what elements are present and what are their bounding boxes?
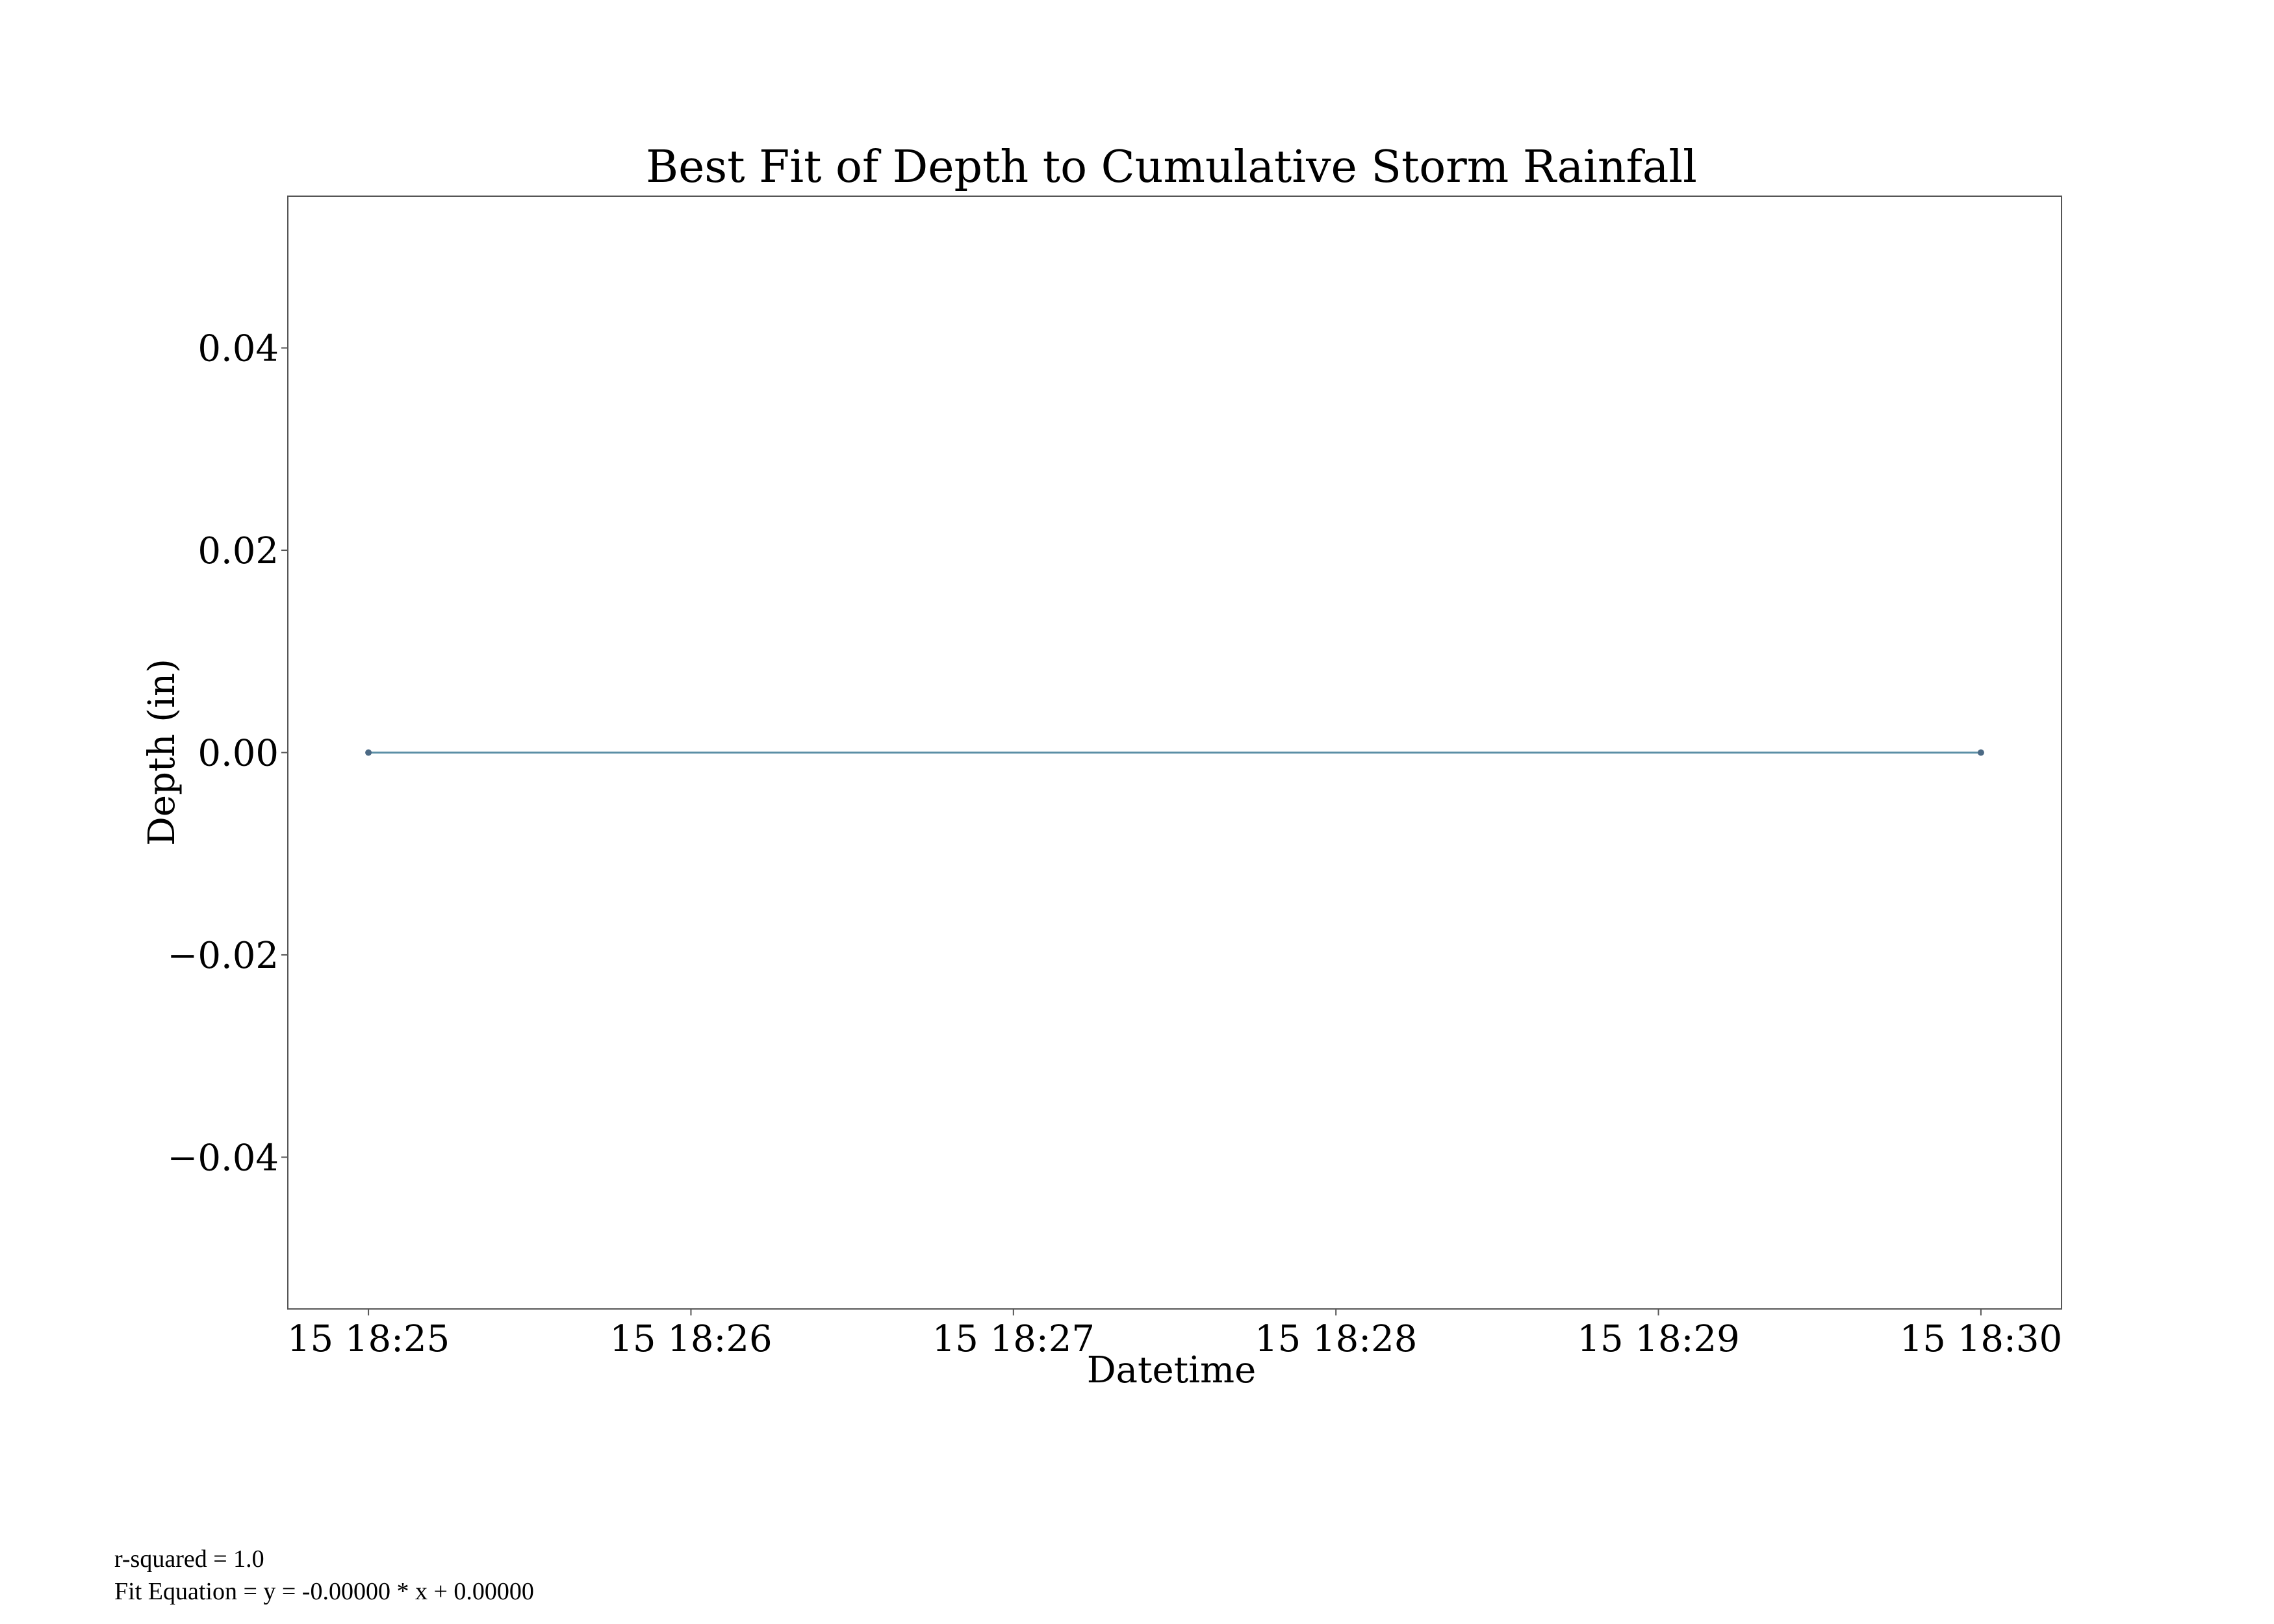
chart-title: Best Fit of Depth to Cumulative Storm Ra…	[646, 142, 1697, 193]
x-tick-label: 15 18:25	[287, 1318, 450, 1360]
x-axis-ticks: 15 18:25 15 18:26 15 18:27 15 18:28 15 18:29…	[287, 1309, 2062, 1360]
y-tick-label: −0.04	[167, 1137, 279, 1179]
y-tick-label: 0.02	[198, 530, 279, 572]
x-tick-label: 15 18:26	[609, 1318, 772, 1360]
fit-annotations: r-squared = 1.0 Fit Equation = y = -0.00…	[114, 1543, 534, 1608]
data-point	[1977, 749, 1984, 756]
y-tick-label: −0.02	[167, 935, 279, 977]
x-axis-label: Datetime	[1087, 1349, 1257, 1391]
y-tick-label: 0.00	[198, 733, 279, 775]
y-axis-label: Depth (in)	[141, 659, 183, 846]
fit-equation-text: Fit Equation = y = -0.00000 * x + 0.0000…	[114, 1578, 534, 1605]
r-squared-text: r-squared = 1.0	[114, 1545, 264, 1573]
x-tick-label: 15 18:30	[1900, 1318, 2062, 1360]
data-point	[365, 749, 372, 756]
x-tick-label: 15 18:28	[1255, 1318, 1417, 1360]
y-axis-ticks: 0.04 0.02 0.00 −0.02 −0.04	[167, 328, 288, 1179]
x-tick-label: 15 18:29	[1577, 1318, 1739, 1360]
x-tick-label: 15 18:27	[932, 1318, 1095, 1360]
y-tick-label: 0.04	[198, 328, 279, 370]
series-layer	[365, 749, 1984, 756]
